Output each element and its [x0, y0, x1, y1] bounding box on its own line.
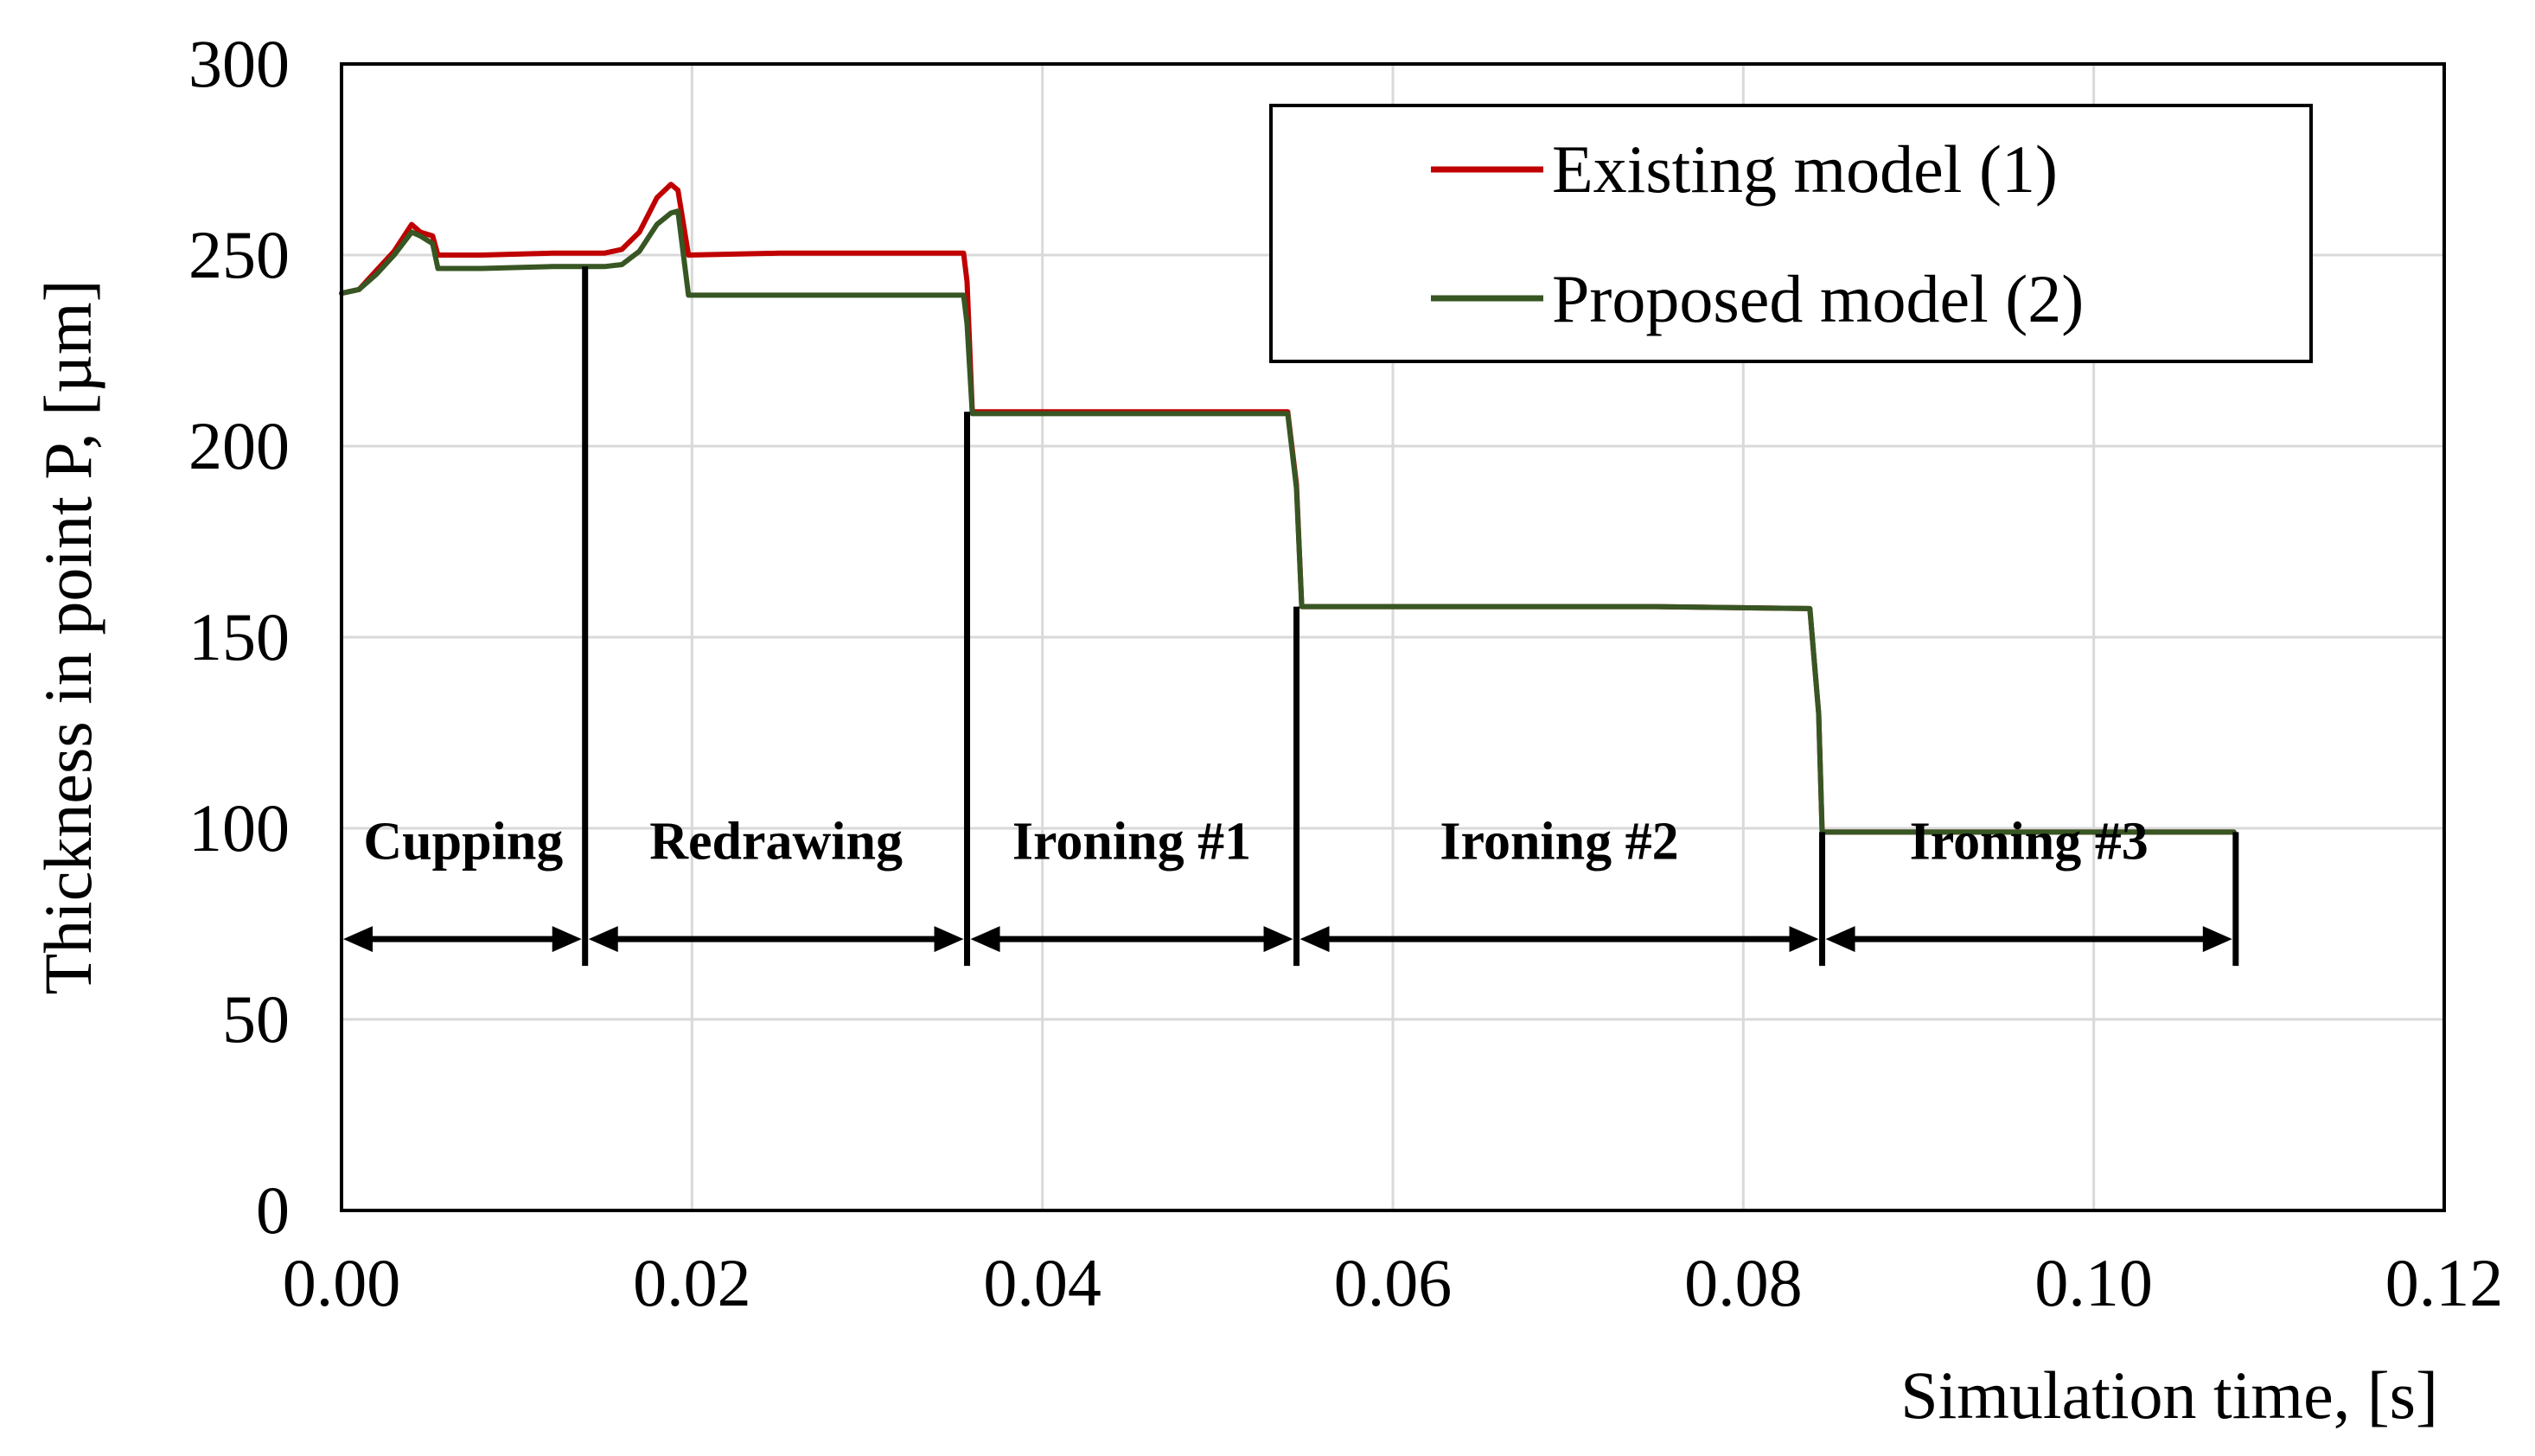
x-axis-title: Simulation time, [s] [1900, 1357, 2438, 1433]
y-tick-label: 50 [222, 981, 290, 1057]
x-tick-labels: 0.00 0.02 0.04 0.06 0.08 0.10 0.12 [283, 1245, 2504, 1320]
x-tick-label: 0.06 [1334, 1245, 1453, 1320]
x-tick-label: 0.00 [283, 1245, 401, 1320]
phase-arrowhead-left [588, 926, 618, 953]
phase-arrowhead-right [552, 926, 582, 953]
phase-arrowhead-right [2202, 926, 2232, 953]
series-layer [339, 182, 2237, 835]
phase-label-ironing-2: Ironing #2 [1440, 812, 1678, 871]
y-tick-label: 200 [188, 408, 290, 483]
phase-arrowhead-right [1789, 926, 1819, 953]
phase-label-redrawing: Redrawing [649, 812, 903, 871]
y-tick-label: 250 [188, 217, 290, 292]
legend-label-proposed-model: Proposed model (2) [1552, 261, 2084, 336]
y-tick-labels: 0 50 100 150 200 250 300 [188, 26, 290, 1248]
y-tick-label: 300 [188, 26, 290, 101]
legend-box [1269, 104, 2313, 363]
phase-annotations: Cupping Redrawing Ironing #1 Ironing #2 Iron… [343, 266, 2239, 967]
series-line-proposed-model-2 [339, 208, 2237, 835]
phase-arrowhead-left [343, 926, 373, 953]
phase-arrowhead-right [934, 926, 964, 953]
y-tick-label: 100 [188, 790, 290, 865]
phase-label-ironing-1: Ironing #1 [1012, 812, 1251, 871]
y-axis-title: Thickness in point P, [µm] [30, 279, 105, 994]
x-tick-label: 0.02 [633, 1245, 751, 1320]
phase-arrowhead-left [1299, 926, 1330, 953]
phase-arrowhead-right [1263, 926, 1293, 953]
legend: Existing model (1) Proposed model (2) [1269, 104, 2313, 363]
x-tick-label: 0.04 [983, 1245, 1101, 1320]
legend-label-existing-model: Existing model (1) [1552, 131, 2058, 207]
y-tick-label: 0 [256, 1172, 290, 1248]
plot-area-frame [340, 62, 2446, 1212]
y-tick-label: 150 [188, 599, 290, 674]
x-tick-label: 0.08 [1684, 1245, 1803, 1320]
x-tick-label: 0.10 [2034, 1245, 2153, 1320]
phase-arrowhead-left [1825, 926, 1855, 953]
phase-arrowhead-left [970, 926, 1000, 953]
phase-label-ironing-3: Ironing #3 [1910, 812, 2149, 871]
x-tick-label: 0.12 [2385, 1245, 2504, 1320]
phase-label-cupping: Cupping [363, 812, 563, 871]
